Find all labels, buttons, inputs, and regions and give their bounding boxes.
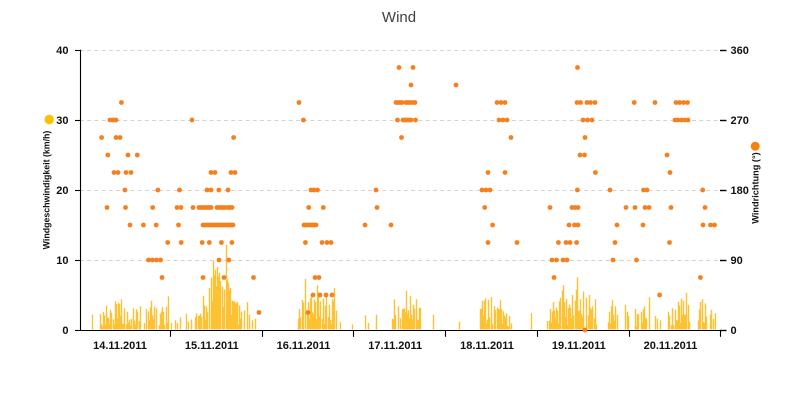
svg-text:0: 0 [62,325,68,337]
svg-text:40: 40 [56,45,68,57]
svg-text:Windgeschwindigkeit (km/h): Windgeschwindigkeit (km/h) [42,131,52,250]
svg-text:18.11.2011: 18.11.2011 [460,340,514,352]
svg-text:15.11.2011: 15.11.2011 [185,340,239,352]
svg-text:30: 30 [56,115,68,127]
svg-text:180: 180 [731,185,749,197]
svg-text:90: 90 [731,255,743,267]
svg-text:17.11.2011: 17.11.2011 [368,340,422,352]
svg-text:10: 10 [56,255,68,267]
svg-text:20.11.2011: 20.11.2011 [644,340,698,352]
svg-text:19.11.2011: 19.11.2011 [552,340,606,352]
svg-text:270: 270 [731,115,749,127]
svg-text:Windrichtung (°): Windrichtung (°) [751,152,761,223]
svg-text:14.11.2011: 14.11.2011 [93,340,147,352]
svg-text:360: 360 [731,45,749,57]
svg-text:0: 0 [731,325,737,337]
svg-text:16.11.2011: 16.11.2011 [277,340,331,352]
svg-text:20: 20 [56,185,68,197]
svg-text:Wind: Wind [382,9,416,26]
